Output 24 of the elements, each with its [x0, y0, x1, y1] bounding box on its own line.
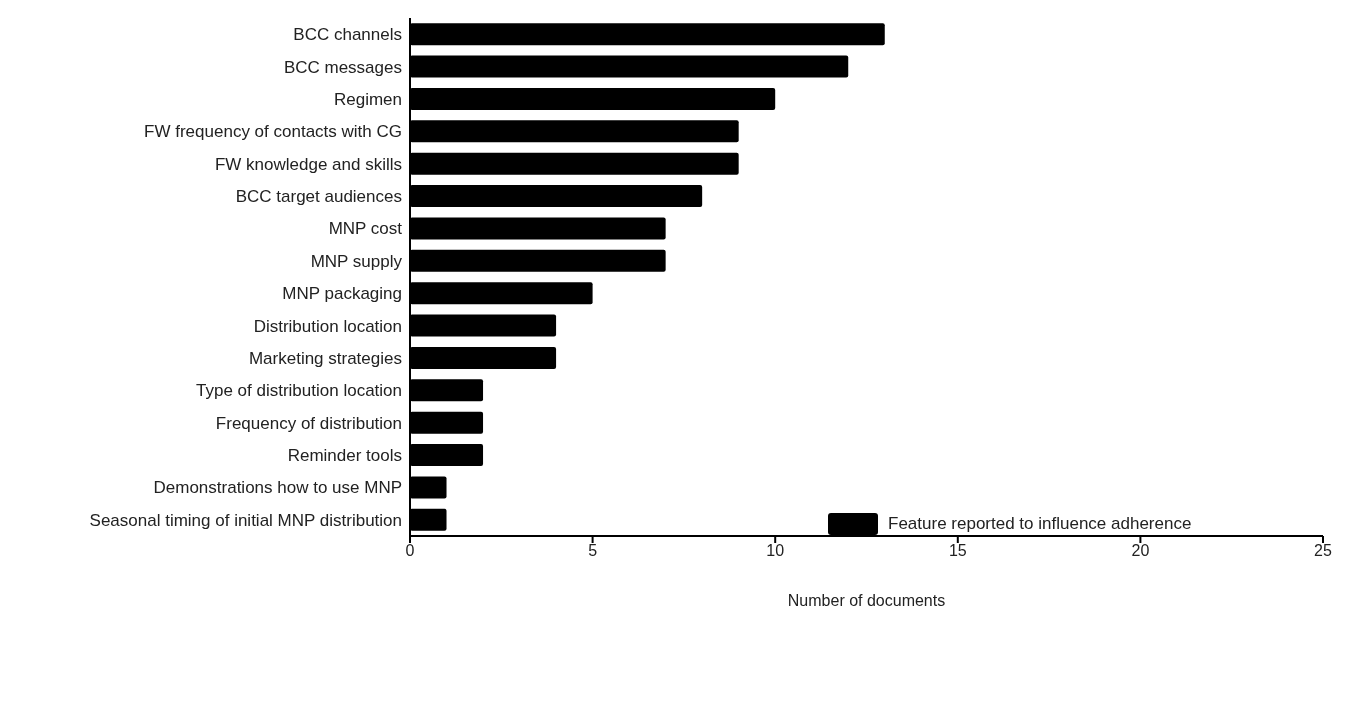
y-tick-label: Distribution location	[253, 316, 402, 336]
y-tick-label: FW frequency of contacts with CG	[144, 122, 402, 142]
y-tick-label: Marketing strategies	[248, 348, 402, 368]
x-tick-label: 0	[405, 542, 415, 560]
y-tick-label: MNP packaging	[282, 284, 402, 304]
y-tick-label: MNP supply	[310, 251, 403, 271]
y-tick-label: Frequency of distribution	[215, 413, 402, 433]
legend-label: Feature reported to influence adherence	[888, 514, 1192, 534]
y-tick-label: BCC channels	[293, 25, 402, 45]
x-tick-label: 10	[766, 542, 785, 560]
y-tick-label: BCC target audiences	[235, 187, 402, 207]
y-tick-label: Regimen	[333, 89, 402, 109]
x-tick-label: 15	[948, 542, 967, 560]
y-tick-label: FW knowledge and skills	[214, 154, 402, 174]
y-tick-label: Demonstrations how to use MNP	[153, 478, 402, 498]
y-tick-label: Seasonal timing of initial MNP distribution	[89, 510, 402, 530]
y-tick-label: BCC messages	[283, 57, 402, 77]
y-tick-label: MNP cost	[328, 219, 403, 239]
y-tick-label: Type of distribution location	[195, 381, 402, 401]
x-axis-title: Number of documents	[787, 592, 946, 609]
x-tick-label: 25	[1314, 542, 1332, 560]
y-tick-label: Reminder tools	[287, 446, 402, 466]
x-tick-label: 20	[1131, 542, 1150, 560]
x-tick-label: 5	[588, 542, 598, 560]
